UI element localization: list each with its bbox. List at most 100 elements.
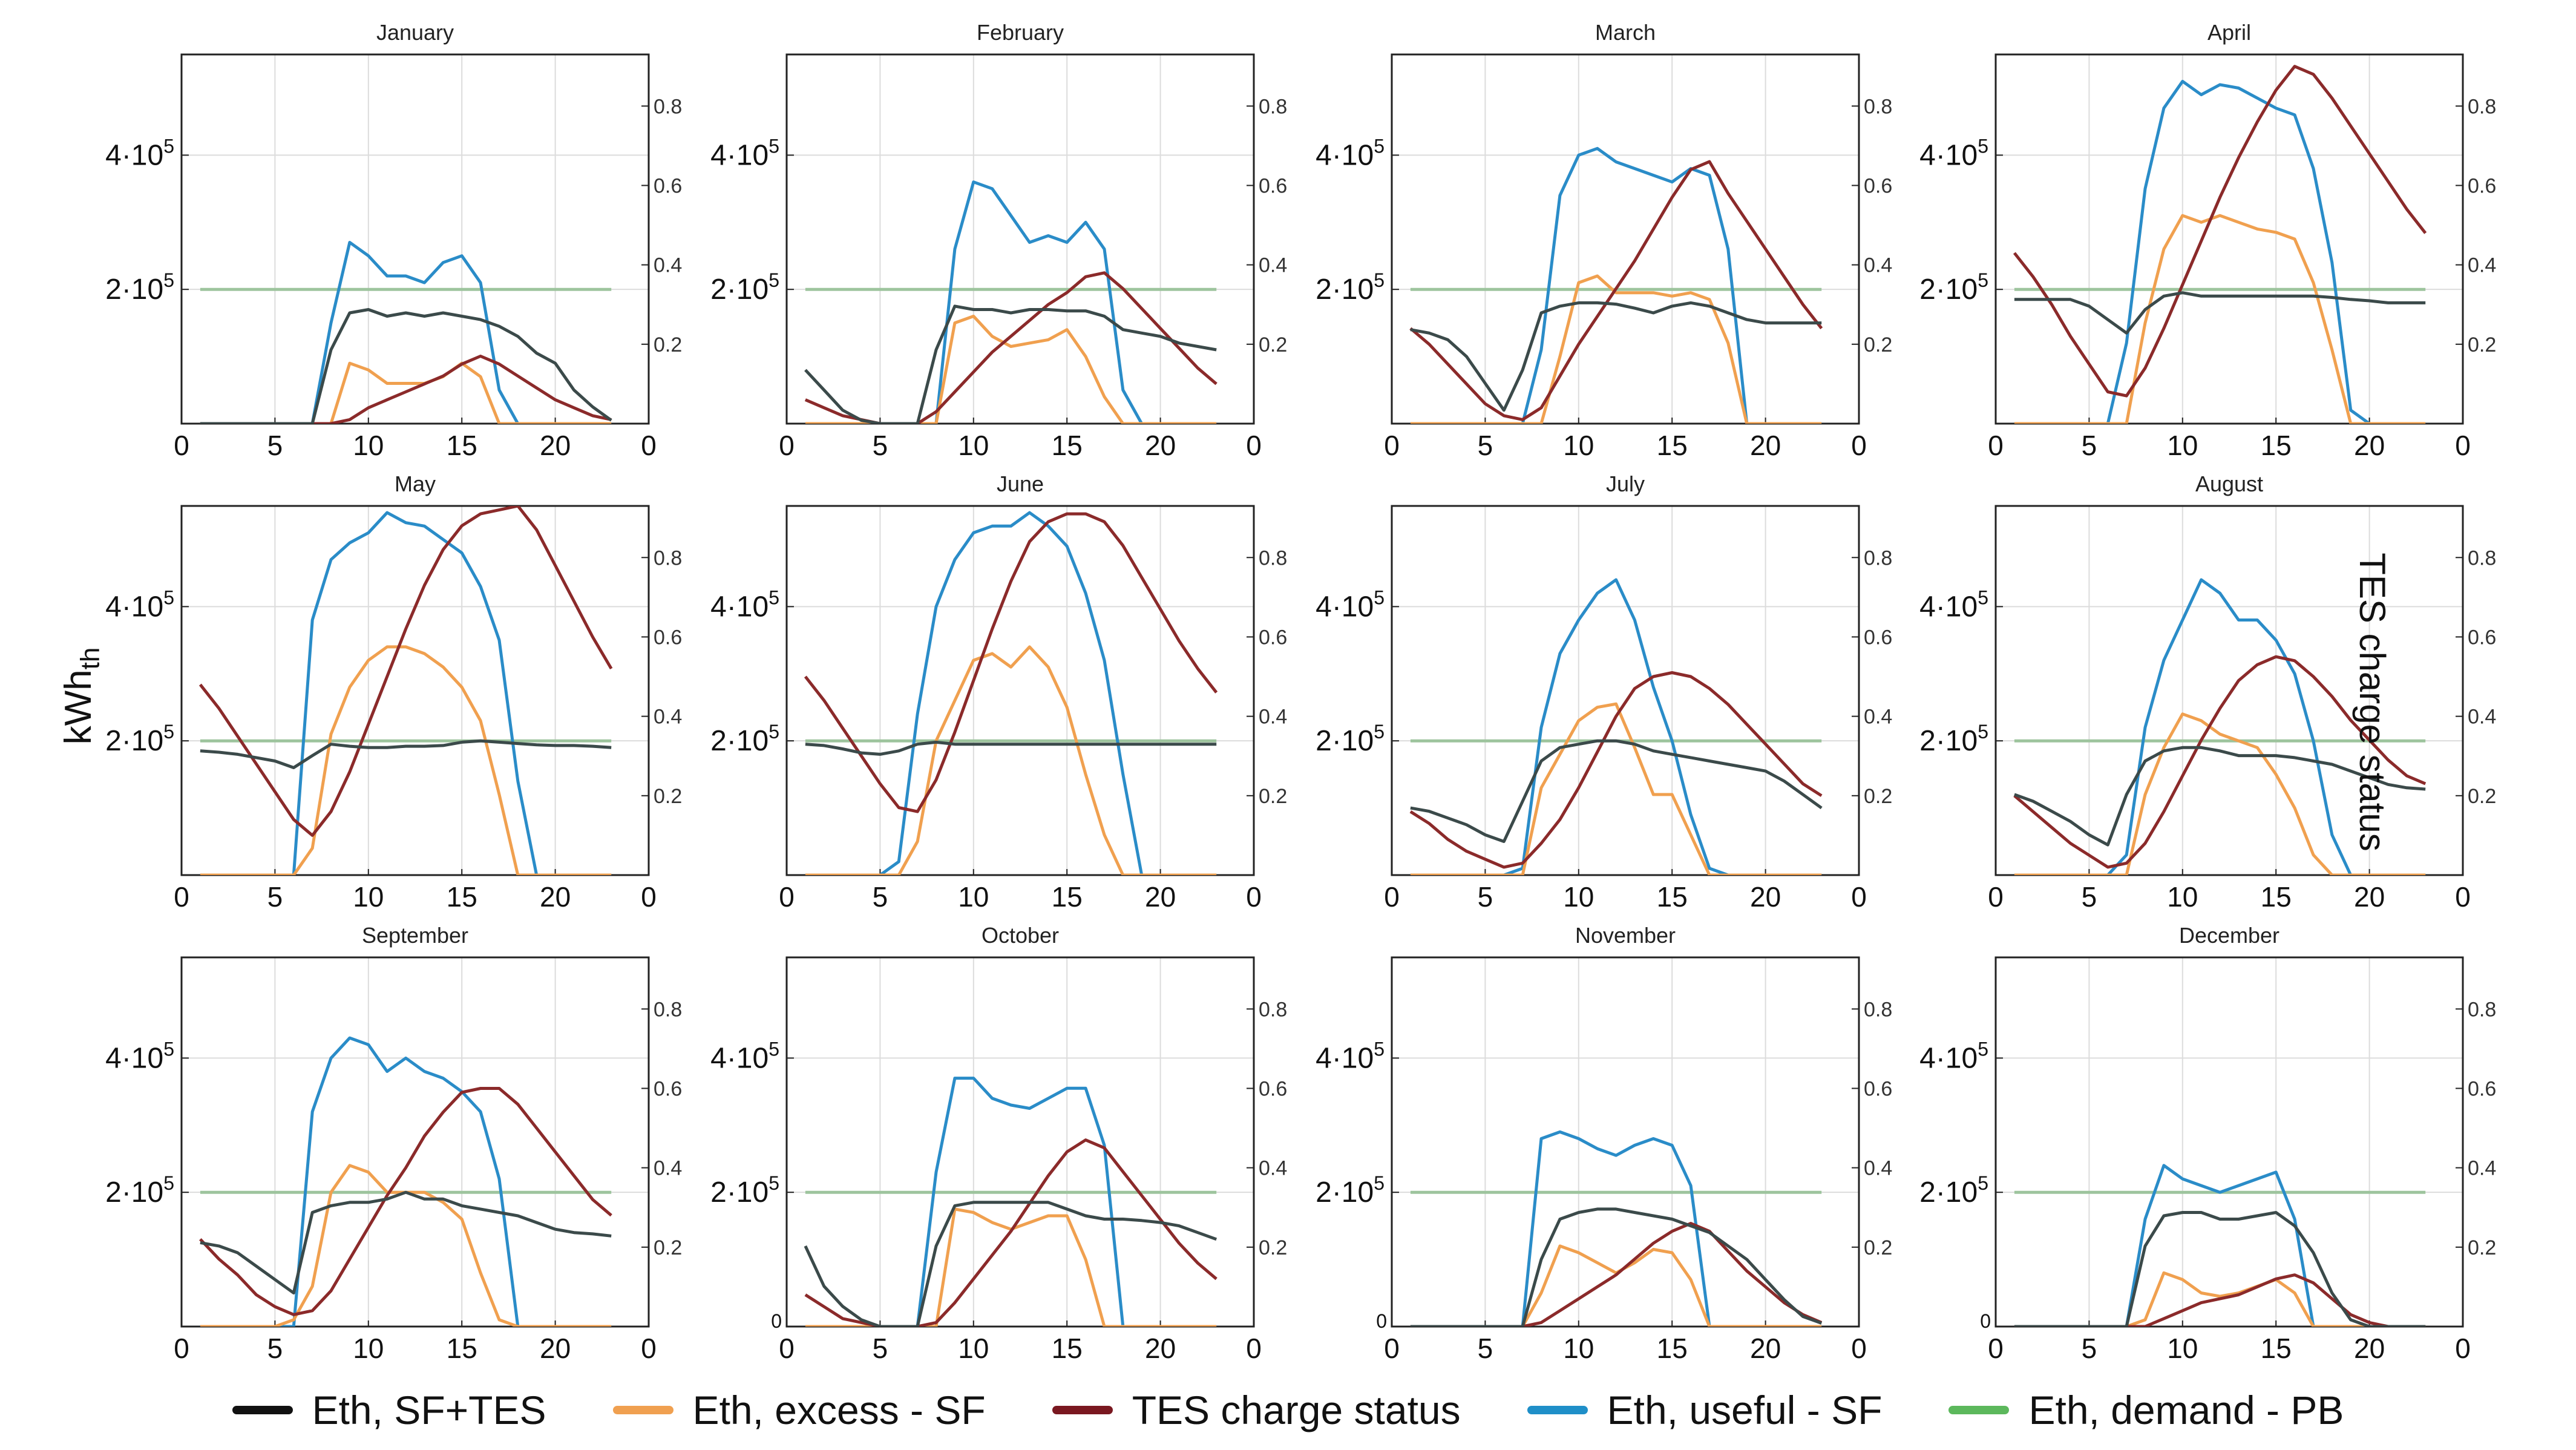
y-left-tick-label: 2·105: [1316, 269, 1385, 306]
series-useful-november: [1410, 1130, 1822, 1327]
panel-march: March 0 5 10 15 20 0 2·105 4·105 0.2 0.4 0.6 0.8: [1316, 20, 1892, 461]
y-left-tick-label: 4·105: [1316, 1038, 1385, 1074]
y-right-tick-label: 0.4: [2468, 1157, 2496, 1180]
x-tick-label: 0: [1246, 881, 1262, 913]
x-tick-label: 5: [1478, 430, 1493, 461]
x-tick-label: 0: [779, 430, 795, 461]
x-tick-label: 15: [1052, 430, 1083, 461]
series-excess-september: [200, 1164, 612, 1327]
x-tick-label: 0: [174, 1333, 189, 1364]
x-tick-label: 0: [1851, 430, 1867, 461]
series-useful-may: [200, 511, 612, 875]
x-tick-label: 5: [1478, 1333, 1493, 1364]
y-right-tick-label: 0.8: [2468, 546, 2496, 569]
y-right-tick-label: 0.4: [1864, 1157, 1892, 1180]
x-tick-label: 0: [1384, 430, 1400, 461]
x-tick-label: 0: [2455, 1333, 2471, 1364]
series-tes-april: [2013, 65, 2427, 398]
chart-legend: Eth, SF+TES Eth, excess - SF TES charge …: [0, 1374, 2576, 1446]
y-right-tick-label: 0.2: [654, 333, 682, 356]
series-sf_tes-july: [1410, 739, 1823, 843]
y-right-tick-label: 0.2: [654, 1236, 682, 1259]
y-left-tick-label: 4·105: [105, 586, 174, 623]
x-tick-label: 20: [1750, 430, 1781, 461]
series-tes-october: [804, 1138, 1218, 1327]
y-left-tick-label: 2·105: [1316, 1172, 1385, 1209]
panel-october: October 0 5 10 15 20 0 2·105 4·105 0 0.2 0.4 0.6 0.8: [710, 923, 1287, 1364]
x-tick-label: 15: [2261, 1333, 2292, 1364]
x-tick-label: 15: [447, 430, 477, 461]
x-tick-label: 15: [2261, 881, 2292, 913]
x-tick-label: 20: [1145, 881, 1176, 913]
y-left-tick-label: 4·105: [1919, 1038, 1988, 1074]
x-tick-label: 5: [267, 881, 283, 913]
series-sf_tes-march: [1410, 301, 1822, 412]
plot-frame: [785, 505, 1255, 876]
y-right-tick-label: 0.8: [654, 95, 682, 118]
y-right-tick-label: 0.6: [654, 626, 682, 649]
series-excess-february: [805, 315, 1217, 424]
x-tick-label: 20: [1145, 1333, 1176, 1364]
panel-title-february: February: [977, 20, 1064, 45]
panel-title-october: October: [982, 923, 1059, 948]
x-tick-label: 20: [540, 1333, 571, 1364]
x-tick-label: 0: [641, 1333, 657, 1364]
x-tick-label: 0: [1384, 881, 1400, 913]
panel-may: May 0 5 10 15 20 0 2·105 4·105 0.2 0.4 0.6 0.8: [105, 471, 682, 913]
y-left-tick-label: 4·105: [1919, 586, 1988, 623]
series-excess-january: [200, 361, 612, 424]
series-sf_tes-october: [804, 1201, 1218, 1327]
x-tick-label: 10: [1563, 430, 1594, 461]
x-tick-label: 5: [1478, 881, 1493, 913]
x-tick-label: 5: [873, 881, 888, 913]
legend-item-sf-tes: Eth, SF+TES: [232, 1387, 546, 1433]
series-excess-march: [1410, 274, 1822, 424]
x-tick-label: 10: [353, 881, 384, 913]
series-sf_tes-september: [200, 1190, 612, 1294]
series-excess-december: [2014, 1271, 2426, 1327]
y-right-tick-label: 0.6: [1259, 1077, 1287, 1100]
plot-frame: [785, 956, 1255, 1328]
x-tick-label: 15: [1052, 881, 1083, 913]
plot-frame: [1391, 956, 1860, 1328]
x-tick-label: 15: [447, 881, 477, 913]
y-right-tick-label: 0.6: [1864, 626, 1892, 649]
x-tick-label: 10: [1563, 881, 1594, 913]
legend-item-tes: TES charge status: [1052, 1387, 1461, 1433]
y-right-tick-label: 0.4: [654, 706, 682, 729]
y-right-tick-label: 0.4: [1864, 254, 1892, 277]
series-sf_tes-january: [200, 308, 612, 424]
series-excess-august: [2014, 712, 2426, 875]
x-tick-label: 5: [2082, 1333, 2097, 1364]
x-tick-label: 20: [1750, 881, 1781, 913]
series-tes-january: [200, 355, 612, 424]
panel-february: February 0 5 10 15 20 0 2·105 4·105 0.2 0.4 0.6 0.8: [710, 20, 1287, 461]
series-excess-november: [1410, 1244, 1822, 1327]
panel-title-august: August: [2195, 471, 2263, 496]
y-right-tick-label: 0.8: [1864, 998, 1892, 1021]
y-axis-left-label: kWh: [57, 669, 99, 745]
legend-swatch-useful: [1527, 1406, 1588, 1414]
legend-label-useful: Eth, useful - SF: [1607, 1388, 1883, 1432]
series-tes-july: [1409, 671, 1823, 869]
panel-january: January 0 5 10 15 20 0 2·105 4·105 0.2 0.4 0.6 0.8: [105, 20, 682, 461]
y-left-tick-label: 4·105: [710, 586, 779, 623]
panel-title-march: March: [1595, 20, 1656, 45]
y-left-tick-label: 2·105: [105, 1172, 174, 1209]
y-left-tick-label: 2·105: [710, 269, 779, 306]
x-tick-label: 15: [1657, 430, 1688, 461]
y-right-tick-label: 0.4: [654, 1157, 682, 1180]
y-left-zero-label: 0: [1376, 1310, 1387, 1332]
panel-title-december: December: [2179, 923, 2279, 948]
legend-item-useful: Eth, useful - SF: [1527, 1387, 1883, 1433]
legend-label-sf-tes: Eth, SF+TES: [312, 1388, 546, 1432]
x-tick-label: 0: [1988, 881, 2004, 913]
y-right-tick-label: 0.4: [654, 254, 682, 277]
x-tick-label: 0: [1851, 1333, 1867, 1364]
y-right-tick-label: 0.6: [2468, 626, 2496, 649]
series-useful-october: [805, 1077, 1217, 1327]
x-tick-label: 10: [958, 881, 989, 913]
x-tick-label: 20: [540, 430, 571, 461]
y-right-tick-label: 0.4: [1259, 706, 1287, 729]
series-sf_tes-may: [200, 739, 612, 769]
